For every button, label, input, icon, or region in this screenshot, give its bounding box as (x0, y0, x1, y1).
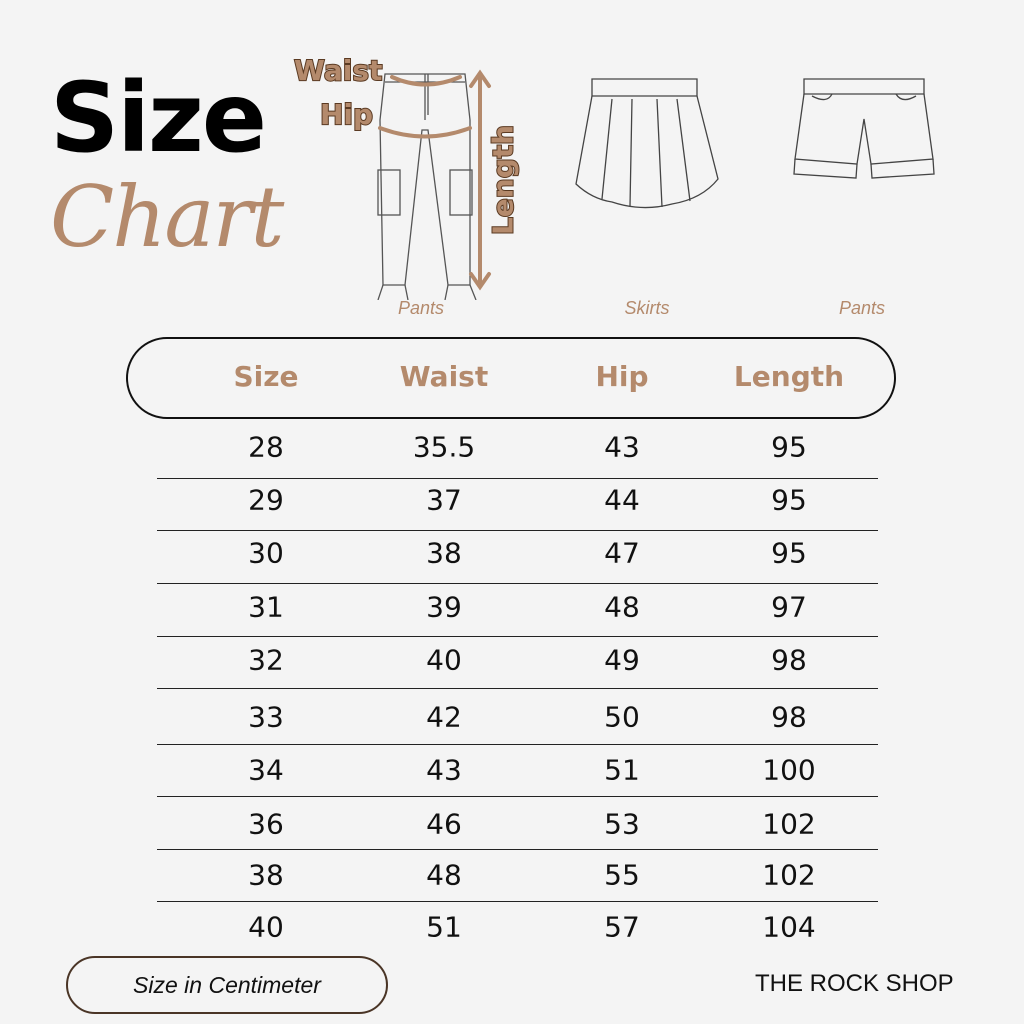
cell-hip: 43 (604, 430, 640, 464)
cell-length: 95 (771, 483, 807, 517)
waist-label: Waist (293, 53, 383, 88)
cell-hip: 48 (604, 590, 640, 624)
shorts-illustration (793, 78, 935, 179)
row-divider (157, 636, 878, 637)
caption-shorts: Pants (838, 298, 886, 318)
table-header (126, 337, 896, 419)
unit-note: Size in Centimeter (66, 956, 388, 1014)
caption-pants: Pants (397, 298, 445, 318)
cell-size: 28 (248, 430, 284, 464)
cell-length: 95 (771, 536, 807, 570)
cell-size: 32 (248, 643, 284, 677)
row-divider (157, 796, 878, 797)
cell-size: 34 (248, 753, 284, 787)
cell-waist: 38 (426, 536, 462, 570)
cell-length: 102 (762, 807, 816, 841)
row-divider (157, 849, 878, 850)
cell-hip: 49 (604, 643, 640, 677)
cell-waist: 35.5 (412, 430, 476, 464)
row-divider (157, 583, 878, 584)
title-chart: Chart (50, 168, 284, 266)
cell-waist: 42 (426, 700, 462, 734)
header-length: Length (733, 360, 845, 393)
cell-hip: 57 (604, 910, 640, 944)
cell-waist: 39 (426, 590, 462, 624)
cell-length: 104 (762, 910, 816, 944)
cell-size: 36 (248, 807, 284, 841)
brand-name: THE ROCK SHOP (755, 970, 954, 997)
cargo-pants-illustration (377, 69, 491, 300)
cell-waist: 51 (426, 910, 462, 944)
cell-hip: 53 (604, 807, 640, 841)
title-size: Size (50, 62, 267, 174)
cell-length: 98 (771, 700, 807, 734)
row-divider (157, 744, 878, 745)
cell-size: 38 (248, 858, 284, 892)
cell-length: 98 (771, 643, 807, 677)
cell-length: 97 (771, 590, 807, 624)
skirt-illustration (575, 78, 719, 209)
cell-size: 31 (248, 590, 284, 624)
cell-waist: 40 (426, 643, 462, 677)
cell-waist: 43 (426, 753, 462, 787)
cell-size: 40 (248, 910, 284, 944)
header-size: Size (233, 360, 299, 393)
cell-length: 100 (762, 753, 816, 787)
cell-length: 102 (762, 858, 816, 892)
row-divider (157, 478, 878, 479)
cell-hip: 55 (604, 858, 640, 892)
cell-waist: 37 (426, 483, 462, 517)
row-divider (157, 901, 878, 902)
hip-label: Hip (319, 97, 374, 132)
header-waist: Waist (399, 360, 489, 393)
cell-size: 30 (248, 536, 284, 570)
cell-hip: 51 (604, 753, 640, 787)
row-divider (157, 688, 878, 689)
cell-hip: 50 (604, 700, 640, 734)
cell-hip: 44 (604, 483, 640, 517)
cell-size: 29 (248, 483, 284, 517)
header-hip: Hip (595, 360, 649, 393)
cell-waist: 46 (426, 807, 462, 841)
cell-size: 33 (248, 700, 284, 734)
caption-skirts: Skirts (624, 298, 670, 318)
row-divider (157, 530, 878, 531)
cell-waist: 48 (426, 858, 462, 892)
cell-length: 95 (771, 430, 807, 464)
cell-hip: 47 (604, 536, 640, 570)
unit-note-text: Size in Centimeter (133, 971, 321, 998)
length-label: Length (486, 124, 521, 236)
